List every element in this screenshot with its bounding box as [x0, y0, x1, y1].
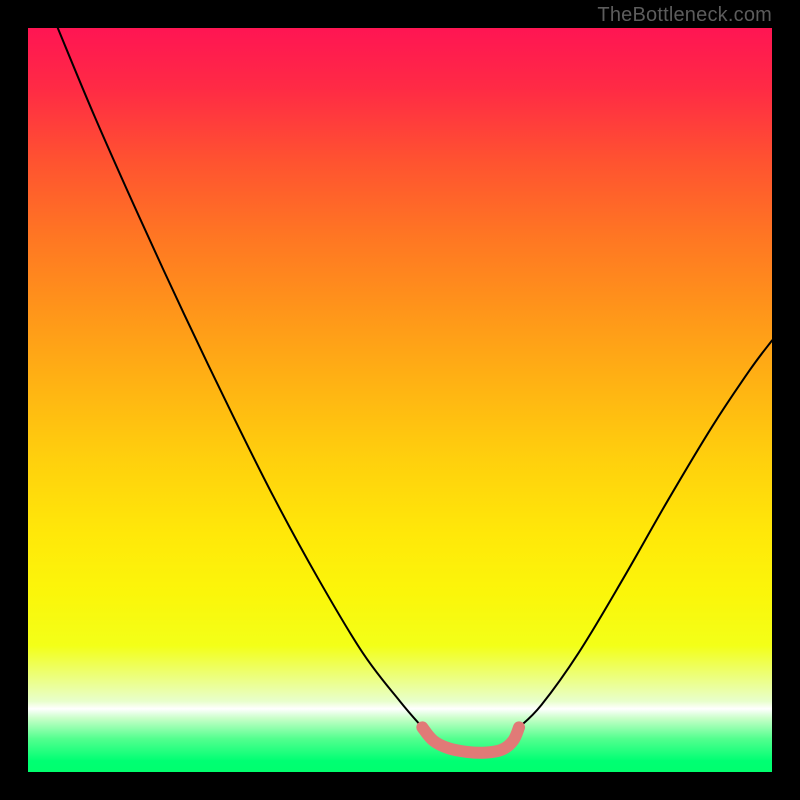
gradient-background [28, 28, 772, 772]
frame-border-left [0, 0, 28, 800]
plot-svg [28, 28, 772, 772]
watermark-text: TheBottleneck.com [597, 4, 772, 27]
frame-border-right [772, 0, 800, 800]
plot-area [28, 28, 772, 772]
frame-border-bottom [0, 772, 800, 800]
